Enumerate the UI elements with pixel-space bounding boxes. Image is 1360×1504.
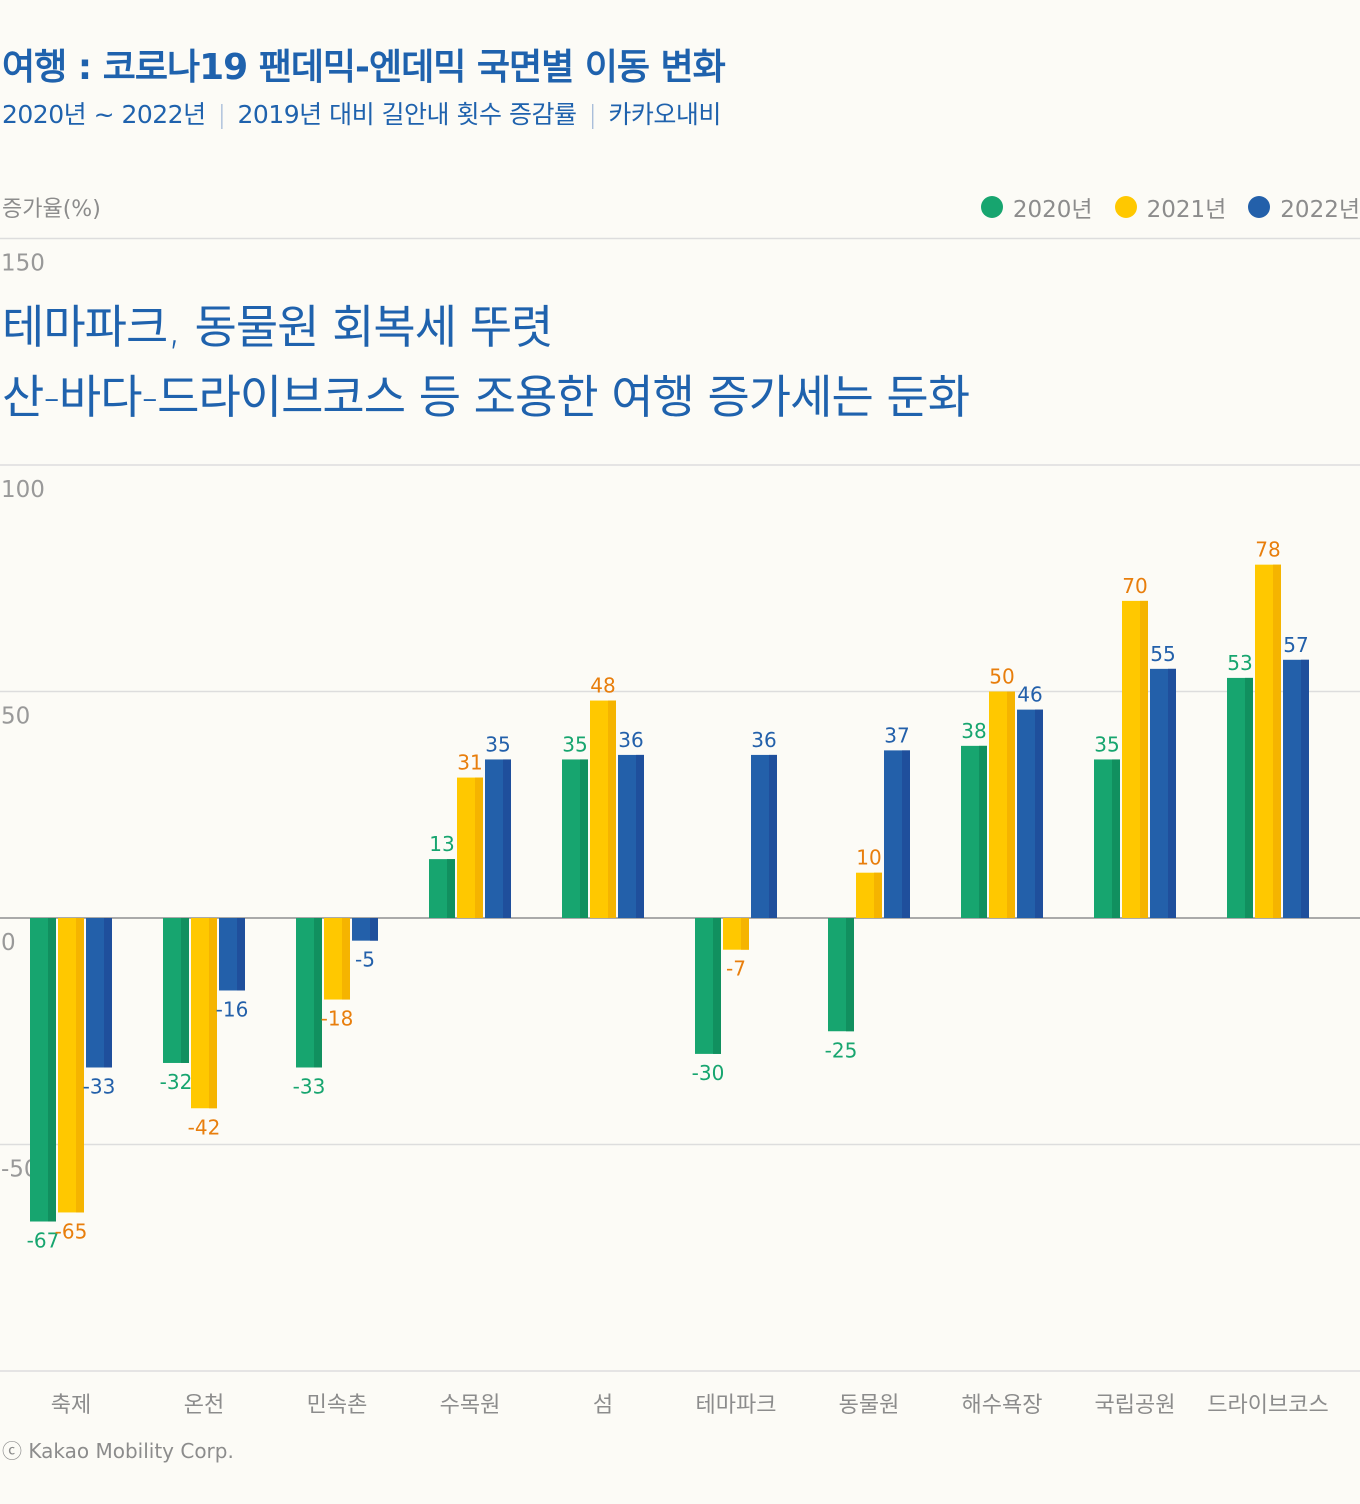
bar-shade	[874, 872, 882, 918]
bar-shade	[1245, 677, 1253, 918]
x-tick-label: 동물원	[839, 1393, 900, 1418]
bar-shade	[979, 745, 987, 918]
y-axis-label: 증가율(%)	[2, 197, 101, 222]
legend-item-2020: 2020년	[980, 190, 1093, 224]
x-tick-label: 축제	[51, 1393, 91, 1418]
chart-title: 여행 : 코로나19 팬데믹-엔데믹 국면별 이동 변화	[2, 47, 726, 88]
y-tick-label: 150	[1, 251, 45, 277]
bar-shade	[1035, 709, 1043, 918]
bar-shade	[447, 859, 455, 918]
bar-shade	[475, 777, 483, 918]
data-label: 35	[1094, 732, 1119, 756]
data-label: 48	[590, 674, 615, 698]
x-tick-label: 온천	[184, 1393, 224, 1418]
data-label: -30	[692, 1061, 725, 1085]
x-tick-label: 국립공원	[1095, 1393, 1176, 1418]
data-label: -65	[55, 1219, 88, 1243]
bar-shade	[769, 754, 777, 918]
x-tick-label: 민속촌	[307, 1393, 368, 1418]
data-label: -5	[355, 948, 375, 972]
bar-shade	[1168, 668, 1176, 918]
data-label: 36	[751, 728, 776, 752]
data-label: -42	[188, 1115, 221, 1139]
bar-shade	[902, 750, 910, 918]
bar-shade	[314, 918, 322, 1068]
legend: 2020년 2021년 2022년	[980, 190, 1360, 224]
bar-shade	[741, 918, 749, 950]
bar-shade	[48, 918, 56, 1222]
legend-swatch	[1114, 196, 1137, 218]
chart-annotation: 테마파크, 동물원 회복세 뚜렷 산-바다-드라이브코스 등 조용한 여행 증가…	[2, 292, 970, 432]
bar-shade	[104, 918, 112, 1068]
legend-item-2021: 2021년	[1114, 190, 1227, 224]
bar-shade	[636, 754, 644, 918]
annotation-line-2: 산-바다-드라이브코스 등 조용한 여행 증가세는 둔화	[2, 370, 970, 424]
bar-shade	[503, 759, 511, 918]
data-label: -33	[83, 1074, 116, 1098]
x-tick-label: 수목원	[440, 1393, 501, 1418]
bar-shade	[608, 700, 616, 918]
divider: |	[217, 100, 226, 129]
legend-swatch	[1248, 196, 1271, 218]
x-tick-label: 테마파크	[696, 1393, 777, 1418]
subtitle-source: 카카오내비	[608, 100, 721, 129]
bar-shade	[580, 759, 588, 918]
data-label: 36	[618, 728, 643, 752]
subtitle-period: 2020년 ~ 2022년	[2, 100, 206, 129]
data-label: 35	[562, 732, 587, 756]
bar-shade	[370, 918, 378, 941]
data-label: -33	[293, 1074, 326, 1098]
data-label: 57	[1283, 633, 1308, 657]
copyright: ⓒ Kakao Mobility Corp.	[2, 1439, 234, 1463]
subtitle-metric: 2019년 대비 길안내 횟수 증감률	[237, 100, 577, 129]
bar-shade	[713, 918, 721, 1054]
legend-label: 2021년	[1146, 197, 1227, 223]
data-label: 31	[457, 751, 482, 775]
bar-shade	[209, 918, 217, 1109]
x-tick-label: 해수욕장	[962, 1393, 1043, 1418]
data-label: -25	[825, 1038, 858, 1062]
data-label: 78	[1255, 538, 1280, 562]
y-tick-label: 0	[1, 930, 16, 956]
data-label: 55	[1150, 642, 1175, 666]
data-label: 46	[1017, 683, 1042, 707]
legend-item-2022: 2022년	[1248, 190, 1360, 224]
data-label: -7	[726, 957, 746, 981]
data-label: -32	[160, 1070, 193, 1094]
y-tick-label: 100	[1, 477, 45, 503]
data-label: 13	[429, 832, 454, 856]
bar-shade	[181, 918, 189, 1063]
legend-label: 2020년	[1012, 197, 1093, 223]
chart-subtitle: 2020년 ~ 2022년 | 2019년 대비 길안내 횟수 증감률 | 카카오내비	[2, 95, 721, 131]
bar-shade	[1007, 691, 1015, 918]
data-label: -18	[321, 1007, 354, 1031]
bar-shade	[1140, 600, 1148, 918]
data-label: -16	[216, 997, 249, 1021]
data-label: 53	[1227, 651, 1252, 675]
y-tick-label: 50	[1, 704, 30, 730]
bar-shade	[1273, 564, 1281, 918]
legend-swatch	[980, 196, 1003, 218]
data-label: 37	[884, 723, 909, 747]
x-tick-label: 드라이브코스	[1207, 1393, 1328, 1418]
data-label: 35	[485, 732, 510, 756]
bar-shade	[846, 918, 854, 1032]
x-tick-label: 섬	[593, 1393, 613, 1418]
annotation-line-1: 테마파크, 동물원 회복세 뚜렷	[2, 300, 553, 354]
bar-shade	[1112, 759, 1120, 918]
data-label: -67	[27, 1229, 60, 1253]
legend-label: 2022년	[1280, 197, 1360, 223]
bar-shade	[342, 918, 350, 1000]
data-label: 10	[856, 846, 881, 870]
data-label: 50	[989, 665, 1014, 689]
bar-shade	[76, 918, 84, 1213]
data-label: 38	[961, 719, 986, 743]
data-label: 70	[1122, 574, 1147, 598]
bar-shade	[1301, 659, 1309, 918]
divider: |	[588, 100, 597, 129]
bar-shade	[237, 918, 245, 991]
